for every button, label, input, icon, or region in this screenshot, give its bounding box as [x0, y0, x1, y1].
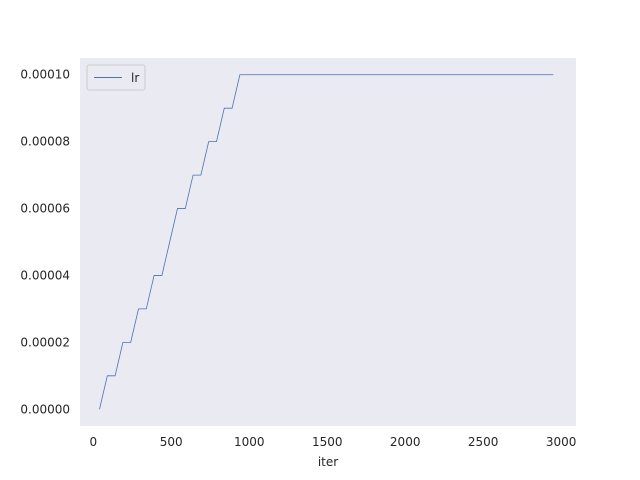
legend-label-lr: lr — [131, 71, 139, 85]
plot-area — [80, 58, 576, 426]
legend: lr — [86, 64, 146, 91]
x-tick-label: 1500 — [312, 435, 343, 449]
x-tick-label: 0 — [89, 435, 97, 449]
x-tick-label: 3000 — [546, 435, 577, 449]
series-layer — [99, 74, 554, 410]
y-tick-label: 0.00006 — [20, 202, 70, 216]
x-tick-label: 500 — [160, 435, 183, 449]
x-tick-label: 2000 — [390, 435, 421, 449]
y-tick-label: 0.00000 — [20, 402, 70, 416]
y-axis: 0.00000 0.00002 0.00004 0.00006 0.00008 0.000… — [20, 68, 70, 417]
y-tick-label: 0.00002 — [20, 335, 70, 349]
x-axis-label: iter — [318, 455, 338, 469]
x-tick-label: 2500 — [468, 435, 499, 449]
y-tick-label: 0.00008 — [20, 135, 70, 149]
series-line-lr — [99, 74, 554, 410]
y-tick-label: 0.00004 — [20, 268, 70, 282]
x-axis: 0 500 1000 1500 2000 2500 3000 — [89, 435, 576, 449]
y-tick-label: 0.00010 — [20, 68, 70, 82]
x-tick-label: 1000 — [234, 435, 265, 449]
